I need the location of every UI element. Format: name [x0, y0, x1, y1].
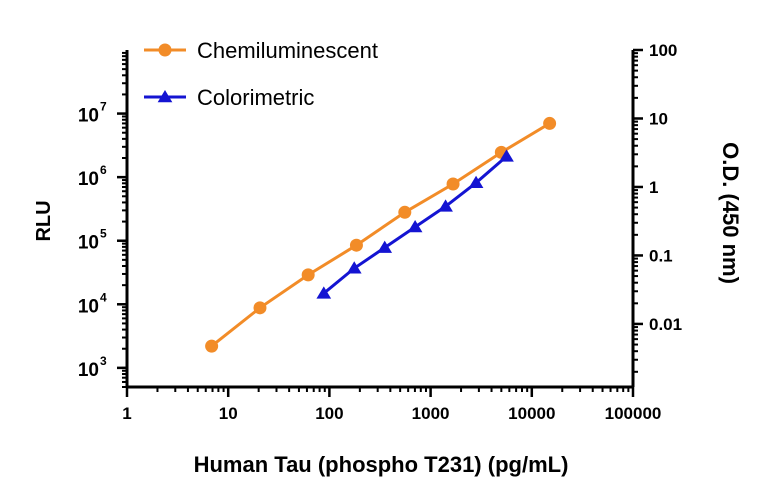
legend: Chemiluminescent Colorimetric [144, 38, 378, 110]
y-right-tick-label: 1 [649, 178, 658, 197]
series-line-chemiluminescent [210, 122, 551, 348]
x-tick-label: 1 [122, 404, 131, 423]
data-point-chemiluminescent [205, 339, 219, 353]
data-point-colorimetric [499, 149, 514, 162]
legend-marker-chemiluminescent [158, 43, 172, 57]
y-left-tick-exponent: 3 [100, 354, 107, 368]
y-right-tick-label: 100 [649, 41, 677, 60]
data-point-colorimetric [438, 199, 453, 212]
y-right-tick-label: 10 [649, 109, 668, 128]
y-right-tick-label: 0.1 [649, 246, 673, 265]
y-left-tick-label: 10 [78, 296, 99, 317]
y-left-tick-label: 10 [78, 106, 99, 127]
legend-marker-colorimetric [157, 90, 173, 103]
y-left-tick-label: 10 [78, 360, 99, 381]
y-left-tick-exponent: 6 [100, 163, 107, 177]
x-axis-title: Human Tau (phospho T231) (pg/mL) [194, 452, 569, 477]
x-tick-label: 10000 [508, 404, 555, 423]
data-point-colorimetric [316, 286, 332, 299]
y-left-tick-label: 10 [78, 169, 99, 190]
y-axis-right-title: O.D. (450 nm) [718, 142, 743, 284]
x-tick-label: 10 [219, 404, 238, 423]
x-tick-label: 100000 [605, 404, 662, 423]
y-left-tick-exponent: 4 [100, 290, 107, 304]
series-layer [205, 116, 557, 353]
y-axis-right: 0.01 0.1 1 10 100 [631, 41, 682, 387]
x-tick-label: 100 [315, 404, 343, 423]
x-tick-label: 1000 [412, 404, 450, 423]
y-left-tick-label: 10 [78, 233, 99, 254]
legend-label-colorimetric: Colorimetric [197, 85, 314, 110]
data-point-chemiluminescent [301, 268, 315, 282]
y-right-tick-label: 0.01 [649, 315, 682, 334]
x-axis: 1 10 100 1000 10000 100000 [122, 385, 662, 423]
data-point-colorimetric [468, 175, 484, 189]
y-axis-left-title: RLU [33, 200, 55, 241]
data-point-chemiluminescent [253, 301, 267, 315]
data-point-chemiluminescent [398, 205, 412, 219]
legend-label-chemiluminescent: Chemiluminescent [197, 38, 378, 63]
data-point-colorimetric [346, 261, 362, 274]
data-point-chemiluminescent [349, 238, 363, 252]
data-point-colorimetric [407, 220, 423, 233]
data-point-chemiluminescent [543, 116, 557, 130]
data-point-colorimetric [377, 240, 393, 253]
y-left-tick-exponent: 5 [100, 227, 107, 241]
data-point-chemiluminescent [446, 177, 460, 191]
y-left-tick-exponent: 7 [100, 100, 107, 114]
